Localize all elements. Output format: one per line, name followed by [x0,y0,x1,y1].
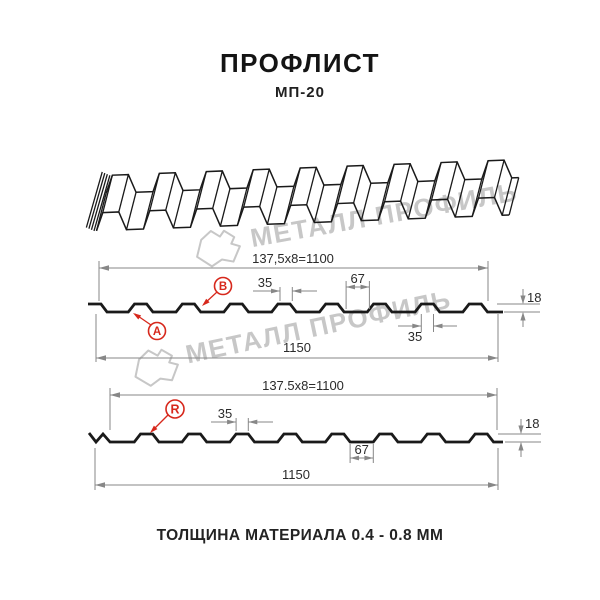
dim-label: 18 [527,290,541,305]
marker-a: A [133,313,167,341]
dim-crest-width: 35 [211,406,273,431]
dim-label: 35 [408,329,422,344]
iso-cut-edge-hatch [85,171,111,232]
dim-label: 35 [258,275,272,290]
dim-coverage-width: 137,5x8=1100 [98,251,489,301]
profile-outline [88,302,503,314]
marker-label: B [219,281,227,293]
marker-label: A [153,326,161,338]
dim-valley-width: 67 [349,442,374,463]
profile-outline [87,431,503,445]
iso-rib-lines [95,159,513,231]
dim-valley-width: 67 [345,271,370,309]
dim-label: 1150 [282,467,310,482]
brand-logo-icon [134,348,179,387]
dim-crest-width: 35 [253,275,317,301]
iso-right-end-edge [508,177,520,216]
dim-overall-width: 1150 [95,314,499,362]
dim-profile-height: 18 [498,416,541,457]
dim-label: 67 [350,271,364,286]
dim-crest-width-bottom: 35 [398,314,457,344]
dim-coverage-width: 137.5x8=1100 [109,378,498,430]
dim-overall-width: 1150 [94,448,499,490]
page-subtitle: МП-20 [275,84,325,101]
iso-view [85,159,520,232]
page-title: ПРОФЛИСТ [219,48,381,78]
marker-b: B [202,276,233,306]
dim-label: 67 [354,442,368,457]
section-front: 137,5x8=1100 35 67 [88,251,541,362]
dim-label: 1150 [283,340,311,355]
marker-label: R [170,403,179,417]
header: ПРОФЛИСТ МП-20 [0,50,600,101]
section-reverse: 137.5x8=1100 35 67 [87,378,541,490]
material-thickness-note: ТОЛЩИНА МАТЕРИАЛА 0.4 - 0.8 ММ [156,527,444,544]
dim-label: 18 [525,416,539,431]
marker-r: R [150,399,185,433]
dim-label: 137,5x8=1100 [252,251,334,266]
dim-profile-height: 18 [497,289,541,327]
dim-label: 35 [218,406,232,421]
brand-logo-icon [196,229,241,268]
dim-label: 137.5x8=1100 [262,378,344,393]
